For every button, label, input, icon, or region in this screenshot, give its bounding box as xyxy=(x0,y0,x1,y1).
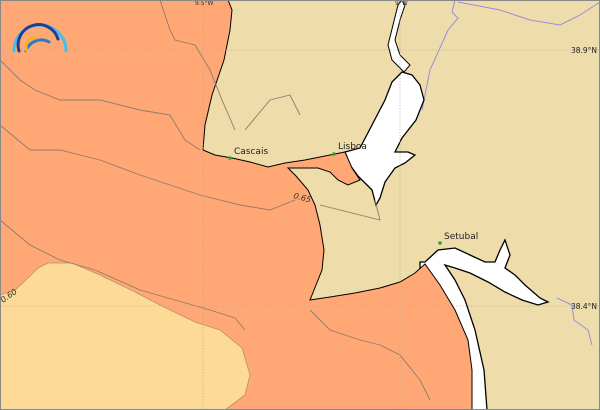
lon-label: 9.5°W xyxy=(195,0,214,7)
city-marker[interactable] xyxy=(332,152,336,156)
river xyxy=(457,1,600,26)
contours xyxy=(0,0,431,401)
river xyxy=(556,297,593,346)
city-label: Cascais xyxy=(234,147,268,157)
city-label: Setubal xyxy=(444,232,478,242)
tejo-estuary xyxy=(344,71,425,207)
river xyxy=(421,0,459,111)
contour-label: 0.65 xyxy=(292,191,312,204)
city-label: Lisboa xyxy=(338,142,367,152)
lon-label: 9°W xyxy=(395,0,408,7)
lat-label: 38.9°N xyxy=(571,46,597,55)
sea-low-area xyxy=(0,262,251,410)
tejo-river xyxy=(387,0,411,73)
arc-waves-logo xyxy=(12,23,68,53)
city-marker[interactable] xyxy=(228,156,232,160)
lat-label: 38.4°N xyxy=(571,302,597,311)
city-marker[interactable] xyxy=(438,241,442,245)
